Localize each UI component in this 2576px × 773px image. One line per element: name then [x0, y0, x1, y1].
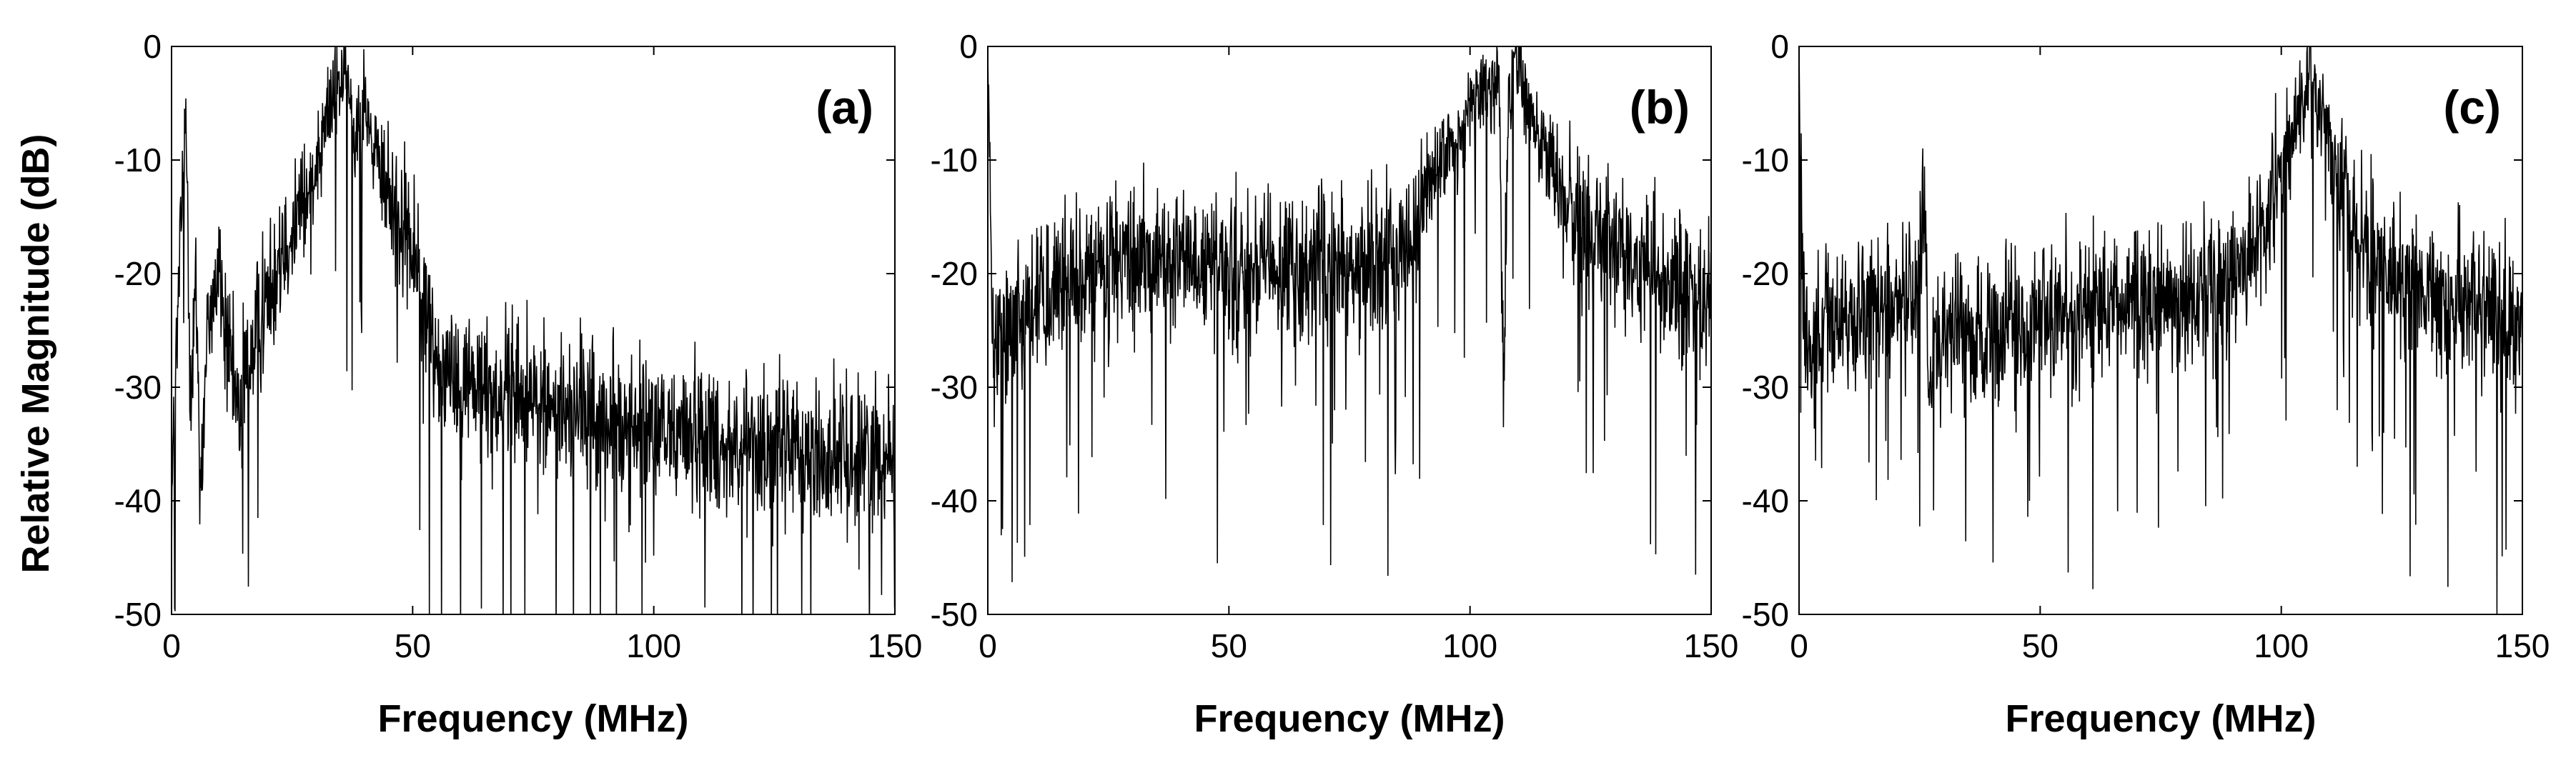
- y-tick-label-1-2: -20: [114, 255, 162, 292]
- figure-ylabel: Relative Magnitude (dB): [14, 134, 57, 573]
- y-tick-label-2-2: -20: [931, 255, 978, 292]
- y-tick-label-3-2: -20: [1742, 255, 1789, 292]
- spectrum-trace-3: [1799, 46, 2522, 614]
- x-tick-label-1-3: 150: [868, 627, 923, 664]
- y-tick-label-1-1: -10: [114, 141, 162, 179]
- panel-2: 0 50 100 150 0 -10 -20 -30 -40 -50 Frequency (MHz)…: [931, 28, 1739, 740]
- y-tick-label-2-1: -10: [931, 141, 978, 179]
- x-axis-label-2: Frequency (MHz): [1194, 697, 1505, 740]
- x-tick-label-2-2: 100: [1442, 627, 1497, 664]
- y-tick-label-1-0: 0: [143, 28, 162, 65]
- y-tick-label-1-3: -30: [114, 369, 162, 406]
- x-tick-label-2-0: 0: [979, 627, 997, 664]
- y-tick-label-1-4: -40: [114, 482, 162, 519]
- x-tick-label-1-1: 50: [395, 627, 431, 664]
- x-axis-label-3: Frequency (MHz): [2005, 697, 2316, 740]
- y-tick-label-3-1: -10: [1742, 141, 1789, 179]
- x-tick-label-2-1: 50: [1211, 627, 1247, 664]
- y-tick-label-2-0: 0: [959, 28, 978, 65]
- y-tick-label-3-4: -40: [1742, 482, 1789, 519]
- x-tick-label-3-2: 100: [2254, 627, 2309, 664]
- x-tick-label-3-1: 50: [2022, 627, 2059, 664]
- panel-label-1: (a): [816, 81, 873, 134]
- x-axis-label-1: Frequency (MHz): [377, 697, 688, 740]
- panel-1: 0 50 100 150 0 -10 -20 -30 -40 -50 Frequency (MHz)…: [114, 28, 923, 740]
- y-tick-label-3-3: -30: [1742, 369, 1789, 406]
- y-tick-label-1-5: -50: [114, 596, 162, 633]
- x-tick-label-2-3: 150: [1684, 627, 1739, 664]
- y-tick-label-2-3: -30: [931, 369, 978, 406]
- x-tick-label-3-0: 0: [1790, 627, 1808, 664]
- axes-box-2: [987, 46, 1712, 615]
- panel-3: 0 50 100 150 0 -10 -20 -30 -40 -50 Frequency (MHz)…: [1742, 28, 2550, 740]
- x-tick-label-3-3: 150: [2495, 627, 2550, 664]
- y-tick-label-2-4: -40: [931, 482, 978, 519]
- x-tick-label-1-0: 0: [162, 627, 181, 664]
- x-tick-label-1-2: 100: [626, 627, 681, 664]
- axes-box-3: [1798, 46, 2523, 615]
- panel-label-2: (b): [1630, 81, 1690, 134]
- y-tick-label-3-5: -50: [1742, 596, 1789, 633]
- spectrum-trace-2: [988, 46, 1711, 582]
- axes-box-1: [171, 46, 896, 615]
- panel-label-3: (c): [2443, 81, 2501, 134]
- spectrum-trace-1: [172, 46, 895, 614]
- y-tick-label-3-0: 0: [1770, 28, 1789, 65]
- y-tick-label-2-5: -50: [931, 596, 978, 633]
